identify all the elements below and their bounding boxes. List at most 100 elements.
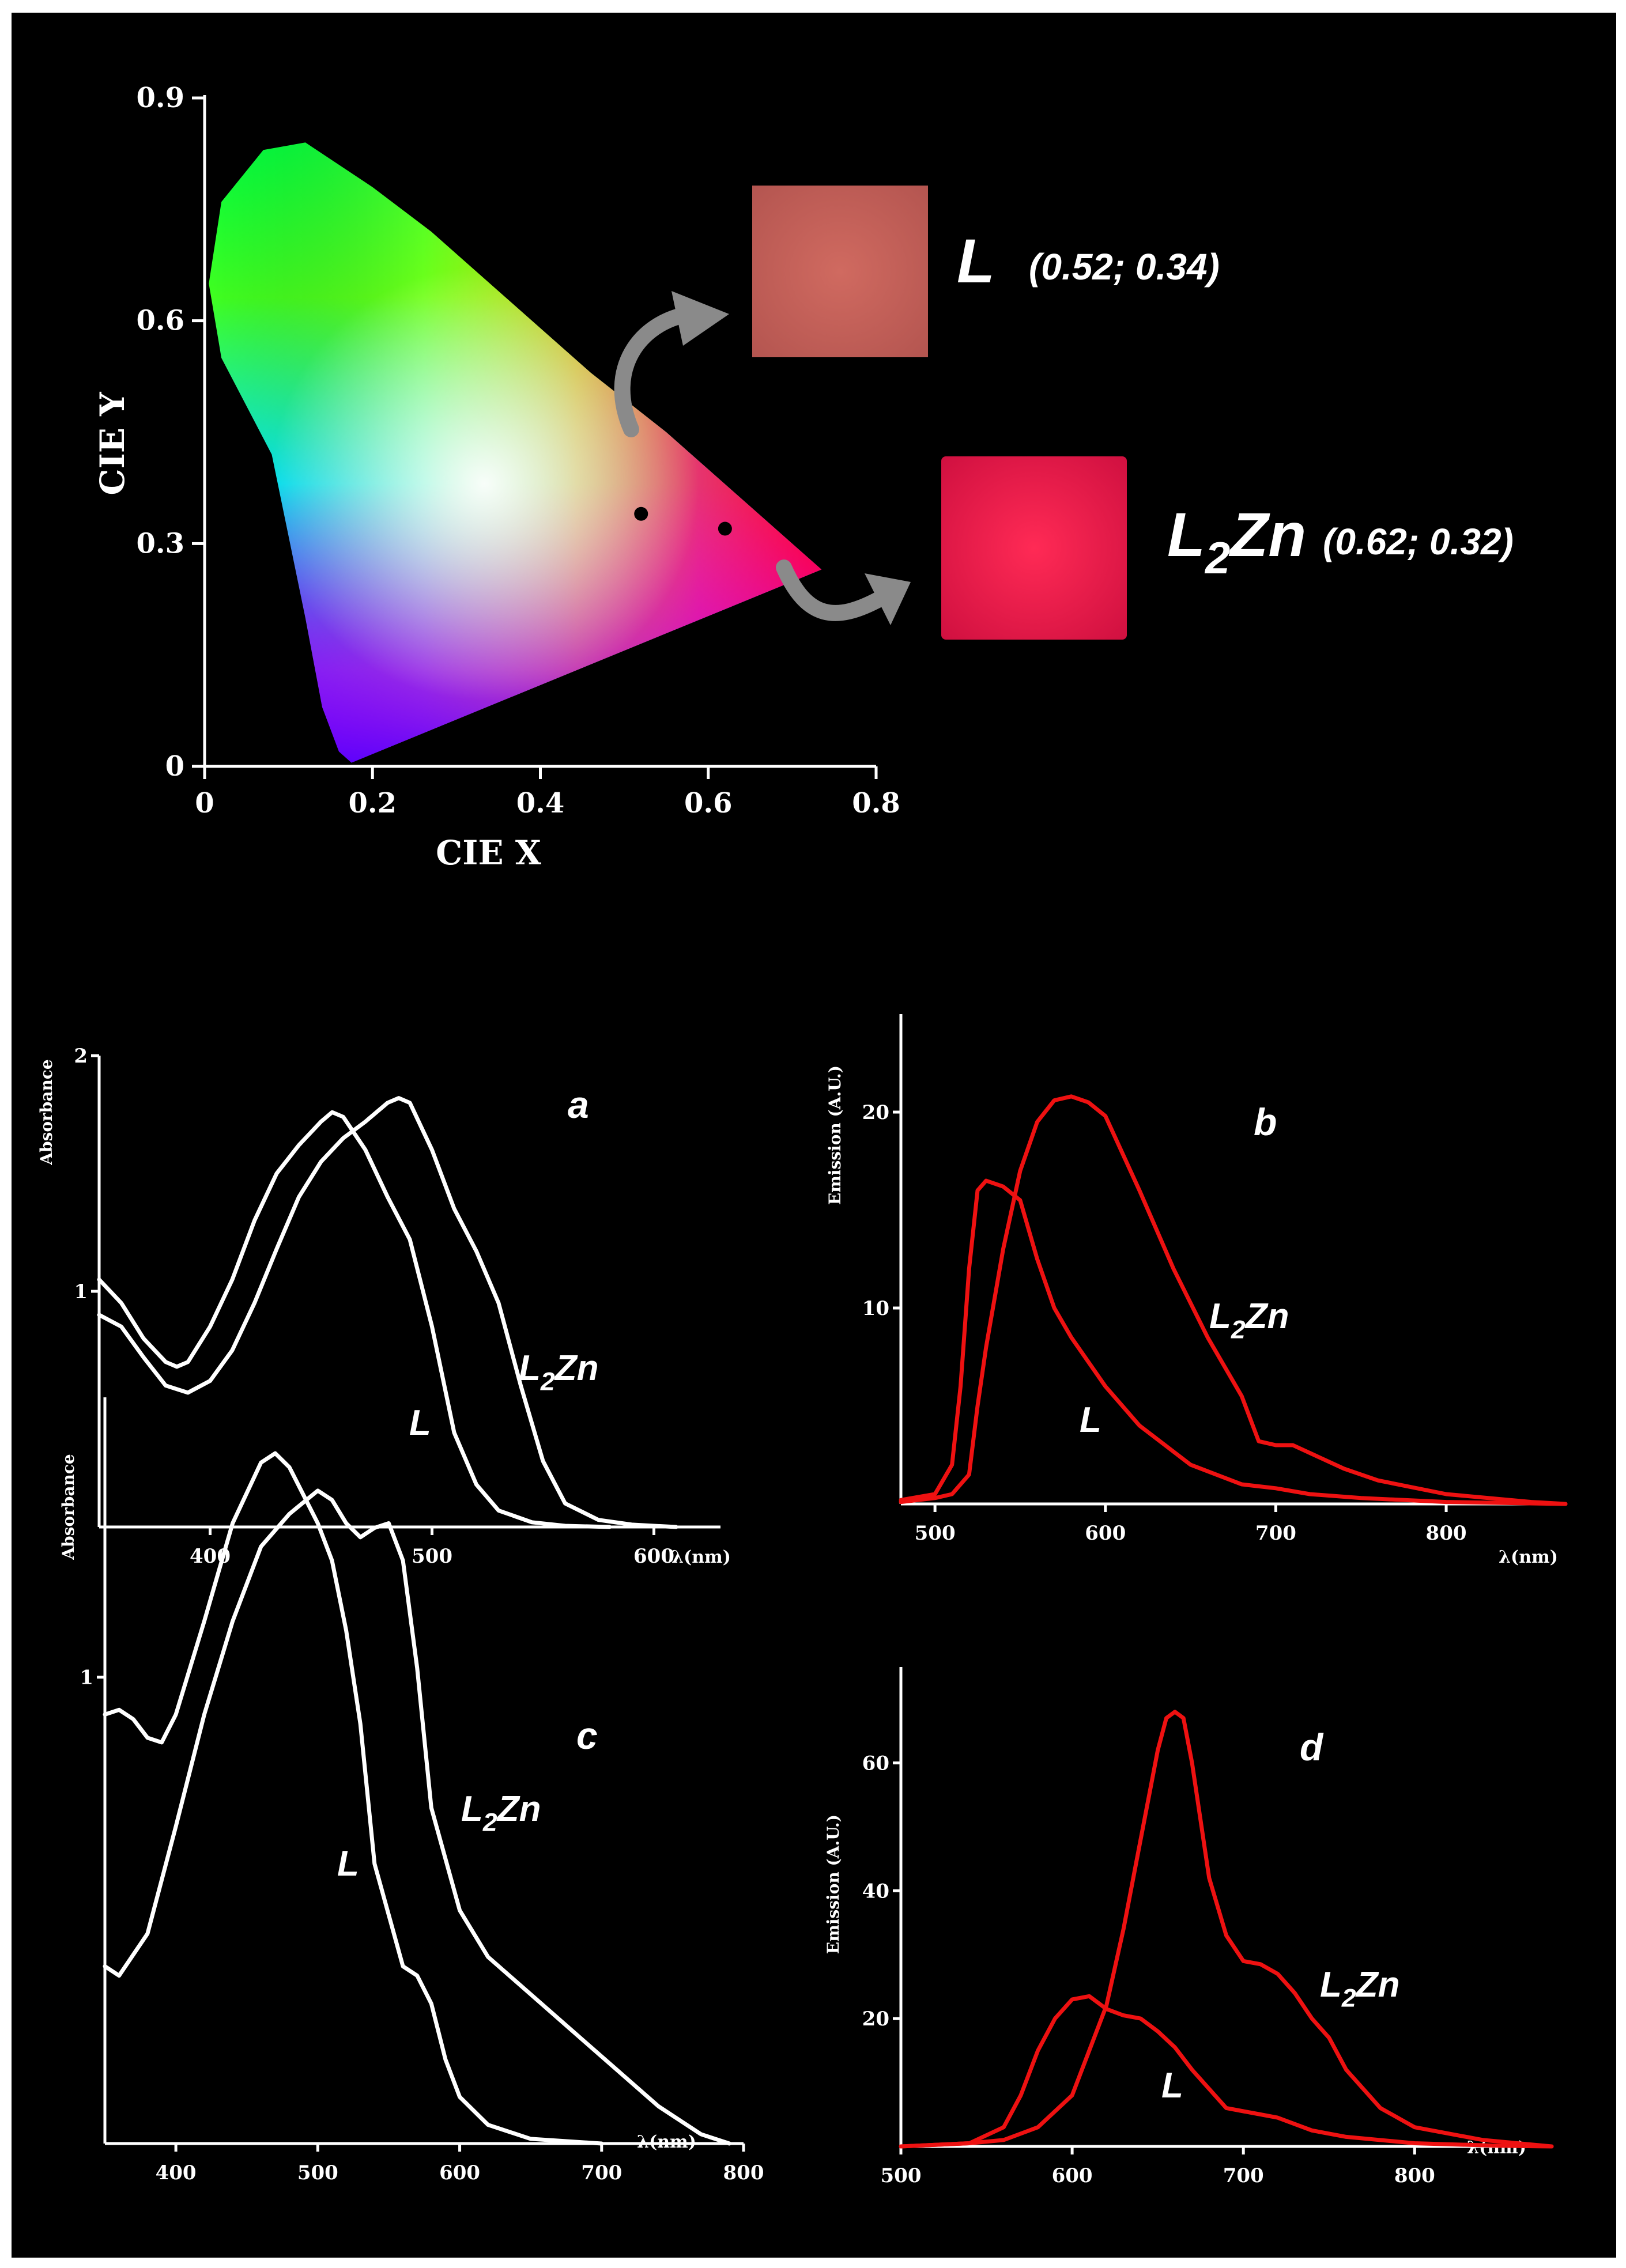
cie-y-tick-label: 0 [165,750,184,783]
panel-d-series-L2Zn [899,1710,1554,2149]
panel-d-label-L-main: L [1161,2066,1183,2106]
panel-d-x-tick-label: 600 [1052,2164,1093,2187]
panel-c-x-axis-label: λ(nm) [637,2132,696,2152]
panel-d-x-tick-label: 800 [1394,2164,1435,2187]
panel-c-label-L2Zn-main: L [461,1789,483,1829]
panel-a-series-L [97,1110,612,1529]
cie-point-L2Zn [718,521,732,536]
cie-label-L-coords: (0.52; 0.34) [1029,246,1220,288]
panel-c-label-L2Zn-rest: Zn [496,1789,541,1829]
arrow-to-L2Zn-head [865,573,911,625]
panel-d-series-L [899,1994,1554,2149]
panel-a-y-axis-label: Absorbance [37,1059,56,1165]
cie-label-L2Zn-sub: 2 [1204,534,1230,583]
panel-b-label-L2Zn-rest: Zn [1244,1296,1289,1336]
cie-y-tick-label: 0.3 [136,527,184,560]
panel-a-y-tick-label: 2 [74,1045,88,1068]
panel-a-letter: a [568,1083,589,1126]
cie-x-tick-label: 0.2 [348,787,397,819]
panel-b-x-axis-label: λ(nm) [1499,1547,1558,1567]
arrow-to-L2Zn-shaft [776,560,887,621]
panel-c-letter: c [576,1714,598,1757]
panel-a-x-axis-label: λ(nm) [671,1547,731,1567]
panel-d-x-tick-label: 700 [1223,2164,1264,2187]
panel-c-label-L: L [337,1844,359,1884]
panel-c-x-tick-label: 800 [723,2161,764,2184]
panel-d-label-L2Zn-sub: 2 [1341,1984,1356,2012]
panel-b-label-L2Zn-sub: 2 [1231,1316,1246,1344]
cie-gamut-whitepoint [209,142,822,763]
panel-b-y-tick-label: 20 [862,1101,889,1124]
panel-d-y-tick-label: 20 [862,2008,889,2031]
panel-b-y-tick-label: 10 [862,1297,889,1320]
cie-x-axis-label: CIE X [436,833,541,872]
panel-d-y-tick-label: 60 [862,1752,889,1775]
panel-b-series-L [899,1178,1568,1506]
panel-c-x-tick-label: 600 [439,2161,480,2184]
cie-label-L2Zn: L2Zn [1167,500,1306,583]
panel-a-label-L2Zn-rest: Zn [554,1348,599,1388]
panel-c-series-L [103,1451,604,2146]
panel-a-series-L2Zn [97,1096,678,1529]
cie-x-tick-label: 0.4 [516,787,565,819]
panel-d-y-tick-label: 40 [862,1880,889,1903]
cie-x-tick-label: 0.6 [684,787,733,819]
panel-b-series-L2Zn [899,1094,1568,1506]
panel-b-label-L-main: L [1080,1400,1101,1440]
cie-label-L2Zn-main: L [1167,500,1205,569]
panel-b-label-L2Zn: L2Zn [1209,1296,1289,1344]
panel-c-y-tick-label: 1 [80,1666,93,1689]
cie-label-L2Zn-rest: Zn [1228,500,1306,569]
panel-d-label-L2Zn: L2Zn [1320,1965,1399,2012]
panel-d-y-axis-label: Emission (A.U.) [824,1815,843,1954]
panel-a-y-tick-label: 1 [74,1280,88,1303]
panel-b-x-tick-label: 800 [1426,1522,1467,1545]
panel-a-x-tick-label: 600 [633,1545,674,1568]
panel-b-x-tick-label: 500 [915,1522,956,1545]
panel-b-letter: b [1254,1101,1277,1143]
panel-b-label-L: L [1080,1400,1101,1440]
cie-x-tick-label: 0 [195,787,214,819]
panel-c-label-L2Zn-sub: 2 [482,1808,497,1836]
panel-d-letter: d [1300,1726,1324,1768]
panel-d-x-tick-label: 500 [881,2164,922,2187]
panel-a-label-L2Zn: L2Zn [519,1348,598,1396]
panel-a-label-L2Zn-main: L [519,1348,541,1388]
sample-L-photo [752,186,928,357]
panel-a-x-tick-label: 500 [412,1545,452,1568]
panel-c-x-tick-label: 400 [156,2161,197,2184]
panel-d-label-L2Zn-main: L [1320,1965,1342,2005]
cie-y-axis-label: CIE Y [93,392,132,496]
panel-a-label-L2Zn-sub: 2 [540,1367,555,1396]
sample-L2Zn-photo [941,456,1127,640]
panel-d-label-L: L [1161,2066,1183,2106]
cie-x-tick-label: 0.8 [852,787,900,819]
panel-c-label-L2Zn: L2Zn [461,1789,541,1836]
cie-point-L [634,506,648,521]
cie-y-tick-label: 0.6 [136,305,184,337]
panel-b-label-L2Zn-main: L [1209,1296,1231,1336]
cie-label-L2Zn-coords: (0.62; 0.32) [1323,521,1514,562]
panel-b-x-tick-label: 600 [1085,1522,1126,1545]
panel-d-label-L2Zn-rest: Zn [1355,1965,1400,2005]
cie-label-L: L [957,226,995,296]
panel-c-series-L2Zn [103,1488,731,2146]
panel-c-y-axis-label: Absorbance [59,1454,78,1560]
panel-a-label-L-main: L [409,1403,431,1443]
arrow-to-L-head [671,291,729,346]
panel-b-y-axis-label: Emission (A.U.) [825,1065,844,1205]
arrow-to-L-shaft [614,306,697,437]
cie-y-tick-label: 0.9 [136,82,184,114]
panel-c-label-L-main: L [337,1844,359,1884]
panel-b-x-tick-label: 700 [1255,1522,1296,1545]
panel-c-x-tick-label: 700 [581,2161,622,2184]
cie-chart: 0 0.2 0.4 0.6 0.8 0 0.3 0.6 0.9 CIE X CIE Y L (0.52;… [93,82,1514,872]
panel-a-label-L: L [409,1403,431,1443]
panel-c-x-tick-label: 500 [297,2161,338,2184]
